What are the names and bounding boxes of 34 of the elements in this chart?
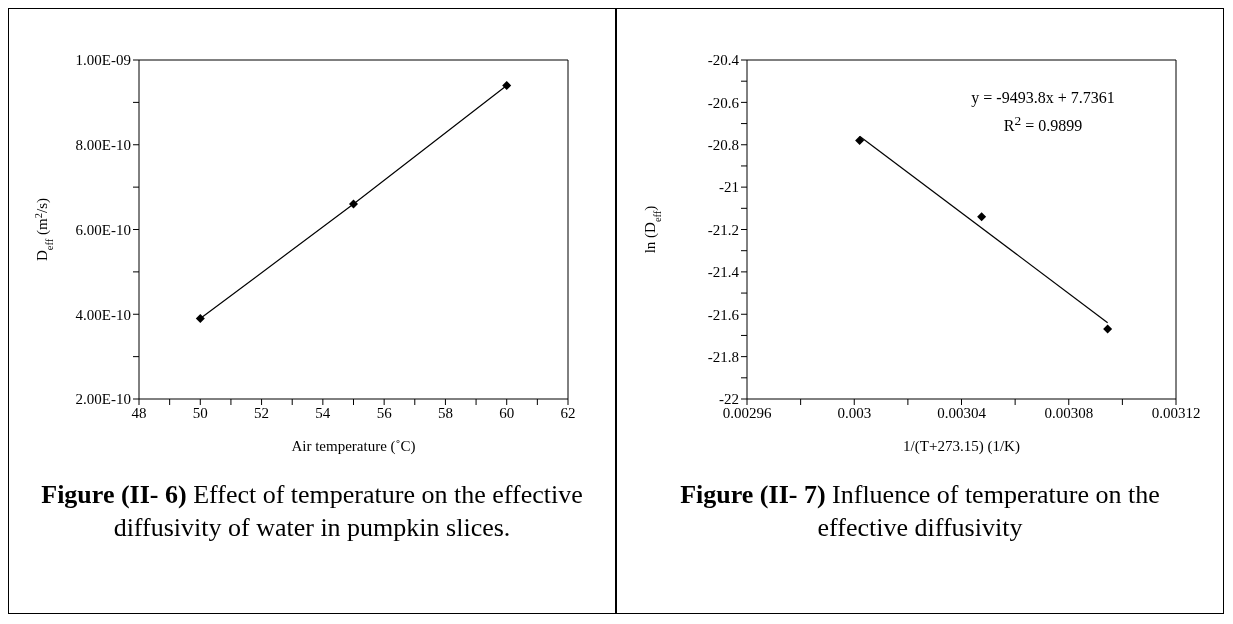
annotation: R$^{2}$ = 0.9899 bbox=[1002, 113, 1084, 136]
x-tick-label: 58 bbox=[437, 404, 453, 421]
x-tick-label: 56 bbox=[376, 404, 393, 421]
y-tick-label: -21 bbox=[719, 179, 739, 196]
y-tick-label: -21.2 bbox=[707, 221, 739, 238]
x-tick-label: 0.00312 bbox=[1151, 404, 1201, 421]
x-tick-label: 50 bbox=[192, 404, 208, 421]
text: Figure (II- 7) bbox=[680, 480, 826, 509]
x-tick-label: 0.00308 bbox=[1044, 404, 1094, 421]
y-tick-label: -20.8 bbox=[707, 137, 739, 154]
point bbox=[977, 212, 987, 222]
point bbox=[1103, 324, 1113, 334]
y-tick-label: 2.00E-10 bbox=[75, 391, 131, 408]
text: Figure (II- 6) bbox=[41, 480, 187, 509]
y-tick-label: 6.00E-10 bbox=[75, 221, 131, 238]
x-tick-label: 0.003 bbox=[837, 404, 872, 421]
x-tick-label: 52 bbox=[254, 404, 270, 421]
x-tick-label: 62 bbox=[560, 404, 576, 421]
y-tick-label: -21.6 bbox=[707, 306, 740, 323]
y-tick-label: -20.6 bbox=[707, 94, 740, 111]
y-tick-label: -21.4 bbox=[707, 264, 740, 281]
point bbox=[855, 136, 865, 146]
y-tick-label: -20.4 bbox=[707, 52, 740, 69]
y-tick-label: 1.00E-09 bbox=[75, 52, 131, 69]
x-tick-label: 0.00304 bbox=[937, 404, 987, 421]
y-tick-label: -21.8 bbox=[707, 348, 739, 365]
x-tick-label: 60 bbox=[499, 404, 515, 421]
y-tick-label: 8.00E-10 bbox=[75, 137, 131, 154]
x-tick-label: 48 bbox=[131, 404, 147, 421]
x-tick-label: 54 bbox=[315, 404, 331, 421]
x-axis-title: 1/(T+273.15) (1/K) bbox=[903, 438, 1020, 455]
y-tick-label: 4.00E-10 bbox=[75, 306, 131, 323]
x-axis-title: Air temperature (˚C) bbox=[291, 438, 416, 455]
annotation: y = -9493.8x + 7.7361 bbox=[970, 89, 1116, 107]
